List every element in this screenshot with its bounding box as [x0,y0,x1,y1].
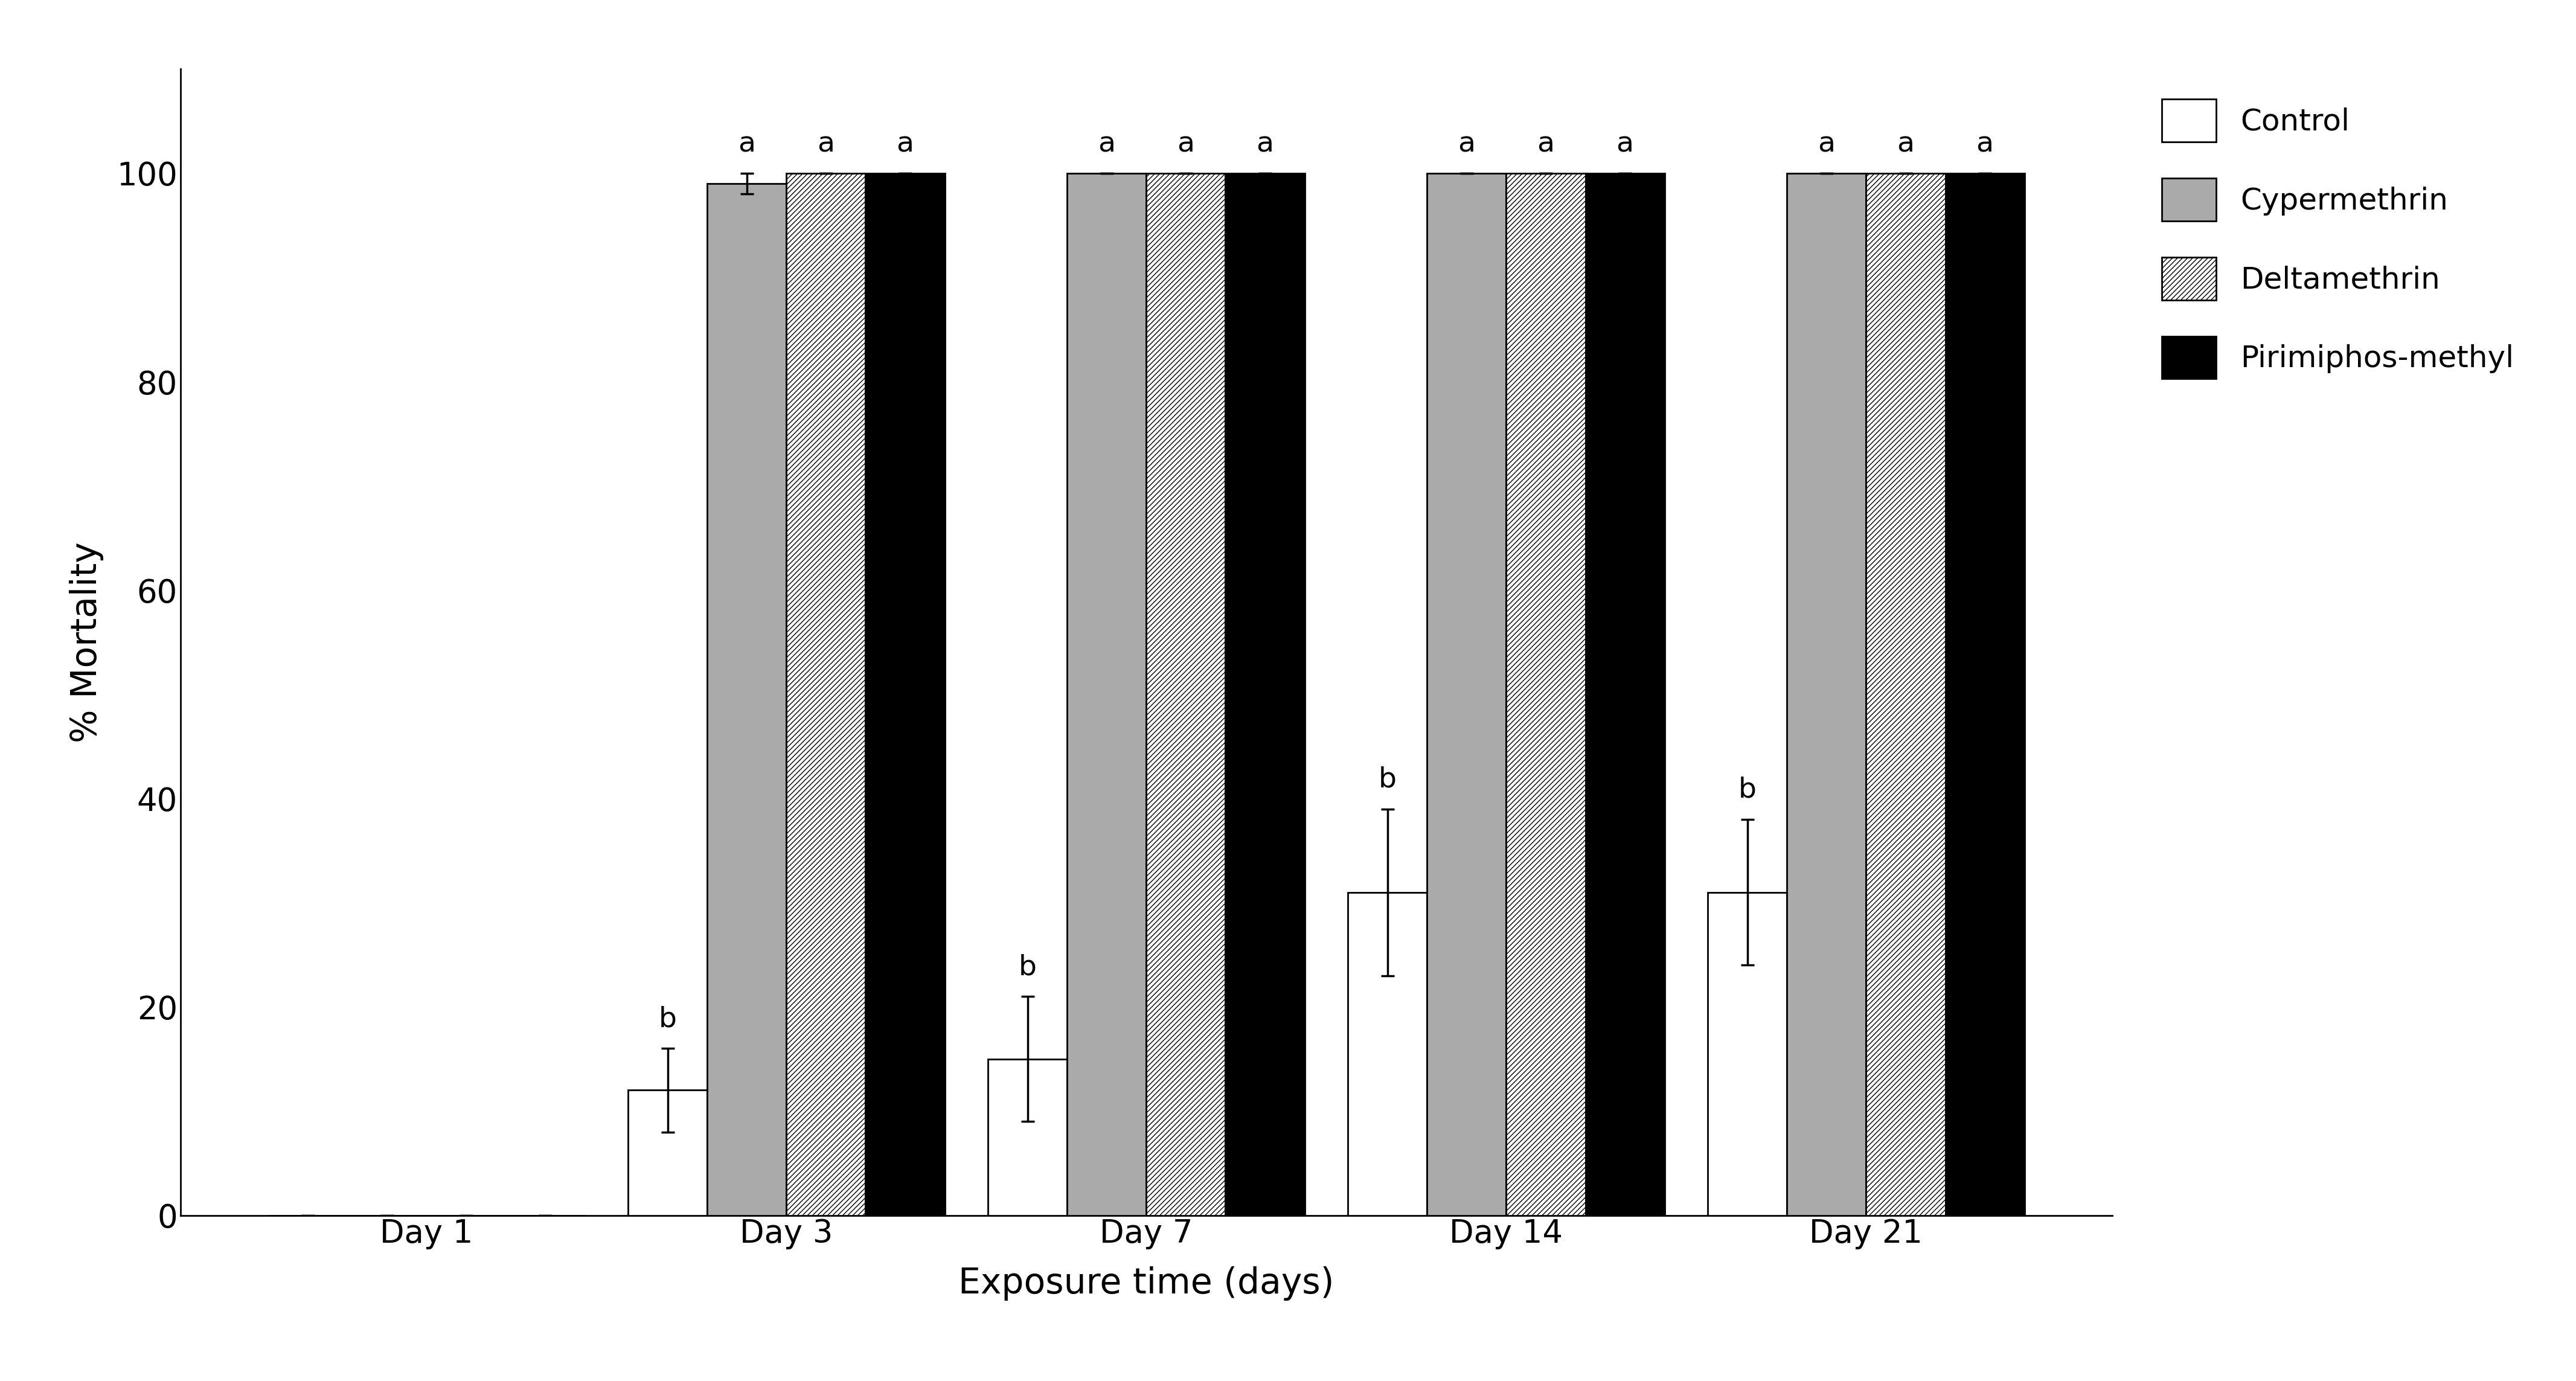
Bar [1865,173,1945,1215]
Text: a: a [896,130,914,157]
Bar [1945,173,2025,1215]
Bar [1788,173,1865,1215]
Text: a: a [1615,130,1633,157]
Bar [1146,173,1226,1215]
Y-axis label: % Mortality: % Mortality [70,541,103,743]
Text: b: b [1378,766,1396,793]
Text: b: b [1739,776,1757,804]
Bar [1584,173,1664,1215]
Text: a: a [1097,130,1115,157]
Text: a: a [1177,130,1195,157]
Bar [708,184,786,1215]
Text: a: a [1819,130,1834,157]
Bar [1226,173,1303,1215]
Bar [1427,173,1507,1215]
Text: a: a [817,130,835,157]
Bar [1708,892,1788,1215]
Bar [629,1090,708,1215]
Text: a: a [1976,130,1994,157]
Bar [1066,173,1146,1215]
Text: a: a [1458,130,1476,157]
Text: b: b [1018,954,1036,981]
Bar [866,173,945,1215]
Text: a: a [1257,130,1275,157]
Text: b: b [659,1005,677,1033]
Legend: Control, Cypermethrin, Deltamethrin, Pirimiphos-methyl: Control, Cypermethrin, Deltamethrin, Pir… [2146,84,2530,394]
Bar [989,1059,1066,1215]
X-axis label: Exposure time (days): Exposure time (days) [958,1266,1334,1301]
Bar [1347,892,1427,1215]
Text: a: a [1538,130,1553,157]
Text: a: a [739,130,755,157]
Bar [1507,173,1584,1215]
Text: a: a [1896,130,1914,157]
Bar [786,173,866,1215]
